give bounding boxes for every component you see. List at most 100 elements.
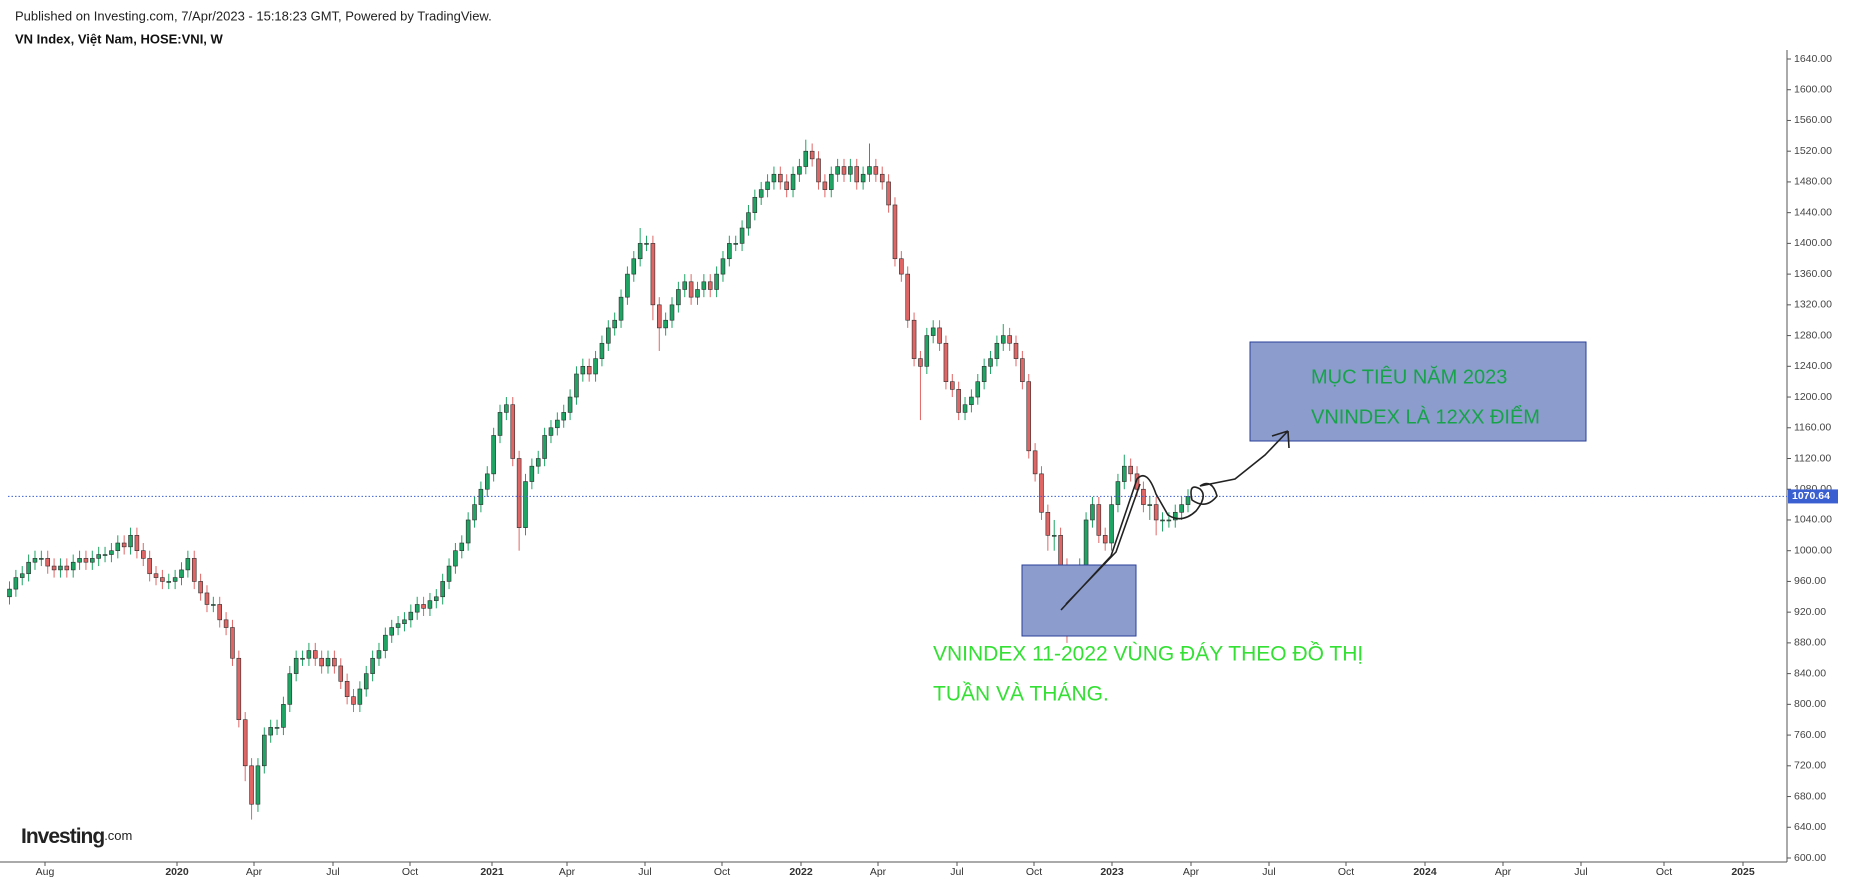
y-tick-label: 600.00 [1794,852,1826,864]
candle-body [268,727,273,736]
candle-body [911,319,917,359]
candle-body [797,166,802,175]
candle-body [988,358,993,367]
candle-body [918,358,923,367]
candle-body [351,696,356,705]
candle-body [1179,504,1184,513]
candle-body [230,627,235,659]
candle-body [102,554,108,556]
candle-body [688,281,694,298]
candle-body [669,304,675,321]
y-tick-label: 1000.00 [1794,544,1832,556]
candle-body [185,558,191,571]
candle-body [701,281,707,290]
candle-body [644,243,649,245]
candle-body [223,619,229,628]
candle-body [440,581,445,598]
logo-suffix: .com [104,828,132,843]
candle-body [714,273,719,290]
candle-body [1166,519,1172,522]
candle-body [771,173,777,183]
y-tick-label: 1600.00 [1794,84,1832,96]
candle-body [13,577,19,590]
y-tick-label: 1240.00 [1794,360,1832,372]
candle-body [32,558,38,563]
candle-body [720,258,726,275]
candle-body [924,335,930,367]
candle-body [1109,504,1114,544]
candle-body [841,166,847,175]
x-tick-label: Oct [402,866,418,878]
candle-body [555,419,560,429]
candle-body [1000,335,1006,344]
x-tick-label: Jul [1262,866,1275,878]
candle-body [179,569,184,578]
candle-body [1020,358,1025,382]
candle-body [1147,504,1153,506]
candle-body [70,561,76,571]
candle-body [370,657,375,674]
candle-body [497,412,503,436]
candle-body [656,304,662,329]
candle-body [752,196,758,213]
candle-body [848,166,853,175]
candle-body [1039,473,1044,513]
candle-body [1134,473,1140,490]
candle-body [1051,535,1057,537]
x-tick-label: Aug [36,866,55,878]
candle-body [408,611,414,621]
candle-body [975,381,981,398]
candle-body [822,181,828,190]
candle-body [809,150,815,160]
x-tick-label: Jul [326,866,339,878]
candle-body [873,166,879,175]
candle-body [586,366,592,375]
candle-body [1185,496,1191,505]
x-tick-label: Oct [714,866,730,878]
candle-body [943,342,949,382]
candle-body [421,604,426,609]
candle-body [707,281,713,290]
candle-body [211,604,216,606]
candle-body [599,342,605,359]
candle-body [548,427,554,436]
candle-body [892,204,898,260]
candle-body [217,604,222,621]
candle-body [758,189,764,198]
candle-body [956,389,961,413]
candle-body [395,623,401,628]
candle-body [1045,511,1051,536]
candle-body [427,600,433,609]
x-tick-label: 2022 [789,866,813,878]
annotation-text: VNINDEX 11-2022 VÙNG ĐÁY THEO ĐỒ THỊ [933,642,1363,666]
last-price-label: 1070.64 [1792,490,1830,502]
candle-body [969,396,974,406]
candle-body [300,657,305,660]
y-tick-label: 640.00 [1794,821,1826,833]
candle-body [676,289,681,306]
candle-body [746,212,751,229]
last-price-box [1788,489,1838,504]
candle-body [542,435,547,459]
candle-body [58,565,63,571]
y-tick-label: 1400.00 [1794,237,1832,249]
plot-area: 600.00 640.00 680.00 720.00 760.00 800.00 840.… [0,50,1838,878]
candle-body [357,688,363,705]
candle-body [580,366,586,375]
x-tick-label: Apr [870,866,887,878]
candle-body [784,181,789,190]
candle-body [631,258,637,275]
candle-body [472,504,477,521]
candle-body [96,554,101,559]
candle-body [535,458,541,467]
candle-body [64,565,70,571]
y-tick-label: 1280.00 [1794,329,1832,341]
candle-body [739,227,745,244]
y-tick-label: 840.00 [1794,667,1826,679]
y-tick-label: 1640.00 [1794,53,1832,65]
x-tick-label: Apr [559,866,576,878]
candle-body [160,577,165,582]
candle-body [262,734,267,767]
candle-body [465,519,471,544]
